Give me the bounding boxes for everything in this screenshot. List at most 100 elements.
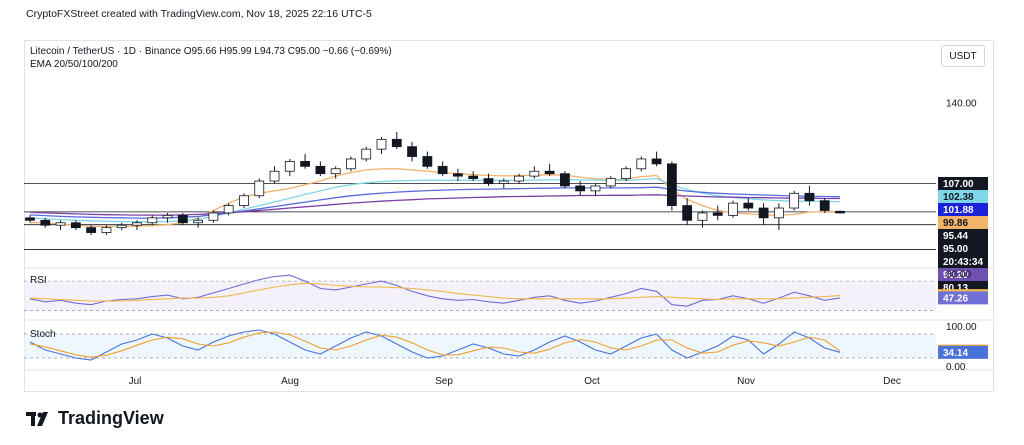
candle-up [773,207,784,219]
candle-up [346,158,356,170]
candle-up [162,214,173,219]
candle-up [529,170,540,177]
candle-up [621,168,631,179]
candle-down [407,146,417,157]
candle-up [101,227,112,233]
candle-up [376,138,387,150]
rsi-price-label-bg [938,291,988,305]
candle-up [269,170,280,182]
price-axis-tick: 140.00 [946,99,977,110]
price-label: 101.88 [943,205,974,216]
symbol-legend: Litecoin / TetherUS · 1D · Binance O95.6… [30,46,392,57]
candle-down [575,185,586,192]
candle-up [514,175,524,182]
rsi-price-label: 47.26 [943,293,968,304]
candle-up [147,217,158,224]
candle-up [116,224,127,229]
candle-down [758,207,769,219]
candle-down [804,192,815,202]
candle-down [819,200,830,211]
price-label-bg [938,215,988,229]
price-label-bg [938,176,988,190]
candle-down [315,165,326,175]
candle-down [422,156,433,167]
time-axis-tick: Sep [435,376,453,387]
rsi-line [29,274,841,307]
stoch-axis-tick: 100.00 [946,322,977,333]
stoch-price-label: 34.14 [943,348,968,359]
candle-down [453,173,463,177]
rsi-title: RSI [30,275,47,286]
price-label-bg [938,228,988,242]
stoch-price-label-bg [938,345,988,359]
time-axis-tick: Aug [281,376,299,387]
candle-down [437,165,448,175]
time-axis-tick: Nov [737,376,755,387]
candle-down [391,138,402,148]
rsi-ma-line [29,282,841,302]
candle-up [254,180,265,197]
candle-up [636,158,647,170]
stoch-d-line [29,331,841,358]
indicator-legend: EMA 20/50/100/200 [30,59,118,70]
candle-up [132,222,142,226]
price-label-bg [938,202,988,216]
candle-up [498,180,509,184]
tradingview-logo-icon [26,411,48,426]
candle-down [666,163,677,206]
candle-down [177,214,188,224]
ema-line-ema-50 [29,177,841,223]
price-label: 90.20 [943,270,968,281]
price-label-bg [938,267,988,281]
price-label: 107.00 [943,179,974,190]
tradingview-logo: TradingView [26,408,164,429]
price-label-bg [938,241,988,255]
currency-button[interactable]: USDT [941,45,985,67]
candle-down [300,161,310,167]
candle-up [223,205,234,214]
price-label-bg [938,189,988,203]
candle-up [193,219,204,224]
price-label: 95.00 [943,244,968,255]
time-axis-tick: Jul [129,376,142,387]
candle-up [330,168,341,175]
candle-down [468,175,479,179]
chart-credit: CryptoFXStreet created with TradingView.… [26,8,372,20]
stoch-axis-tick: 0.00 [946,362,966,373]
price-label: 80.13 [943,283,968,294]
price-label: 99.86 [943,218,968,229]
rsi-axis-tick: 80.00 [946,270,971,281]
candle-down [86,227,97,233]
candle-up [284,161,295,172]
candle-down [712,212,723,216]
candle-up [605,178,616,187]
candle-down [835,210,845,214]
price-label-bg [938,254,988,268]
candle-up [697,212,708,221]
stoch-title: Stoch [30,329,56,340]
candle-down [743,202,754,209]
price-label: 20:43:34 [943,257,983,268]
time-axis-tick: Dec [883,376,901,387]
candle-up [361,148,372,160]
candle-down [70,222,81,229]
chart-frame[interactable] [24,40,994,392]
candle-down [560,173,570,187]
ema-line-ema-20 [30,168,841,228]
candle-down [682,205,693,221]
time-axis-tick: Oct [584,376,600,387]
candle-down [651,158,662,165]
candle-up [208,212,219,221]
candle-down [544,170,555,175]
candle-up [55,222,66,226]
candle-up [789,192,800,209]
candle-up [728,202,738,216]
candle-down [40,219,51,226]
candle-up [239,195,249,206]
candle-down [483,178,494,184]
price-label: 95.44 [943,231,968,242]
price-label: 102.38 [943,192,974,203]
candle-up [590,185,601,192]
tradingview-logo-text: TradingView [58,408,164,428]
